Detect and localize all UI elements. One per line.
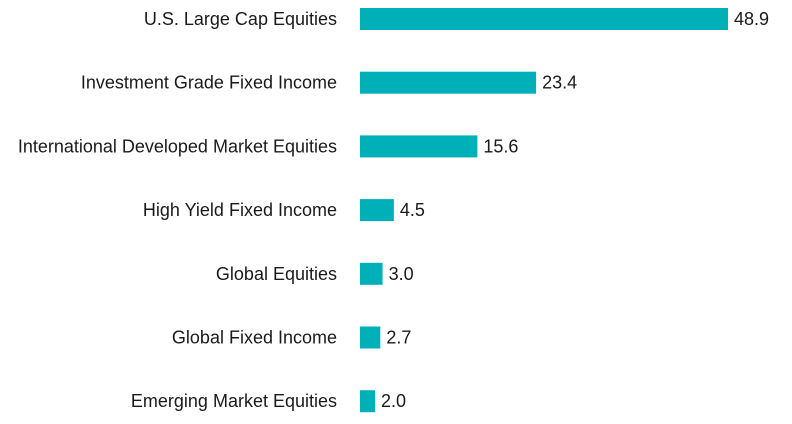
category-label: U.S. Large Cap Equities [144,9,337,29]
category-label: Investment Grade Fixed Income [81,73,337,93]
bar [360,326,381,349]
value-label: 48.9 [734,9,769,29]
value-label: 2.0 [381,391,406,411]
value-labels: 48.9 23.4 15.6 4.5 3.0 2.7 2.0 [381,9,769,411]
bar [360,262,383,285]
category-label: Global Equities [216,264,337,284]
category-labels: U.S. Large Cap Equities Investment Grade … [18,9,337,411]
value-label: 23.4 [542,73,577,93]
value-label: 15.6 [483,136,518,156]
value-label: 3.0 [389,264,414,284]
bar [360,71,537,94]
bar [360,390,376,413]
category-label: International Developed Market Equities [18,136,337,156]
bar [360,8,728,30]
category-label: High Yield Fixed Income [143,200,337,220]
bar [360,199,394,222]
value-label: 4.5 [400,200,425,220]
category-label: Global Fixed Income [172,328,337,348]
bar [360,135,478,158]
bars [360,8,728,413]
category-label: Emerging Market Equities [131,391,337,411]
value-label: 2.7 [386,328,411,348]
